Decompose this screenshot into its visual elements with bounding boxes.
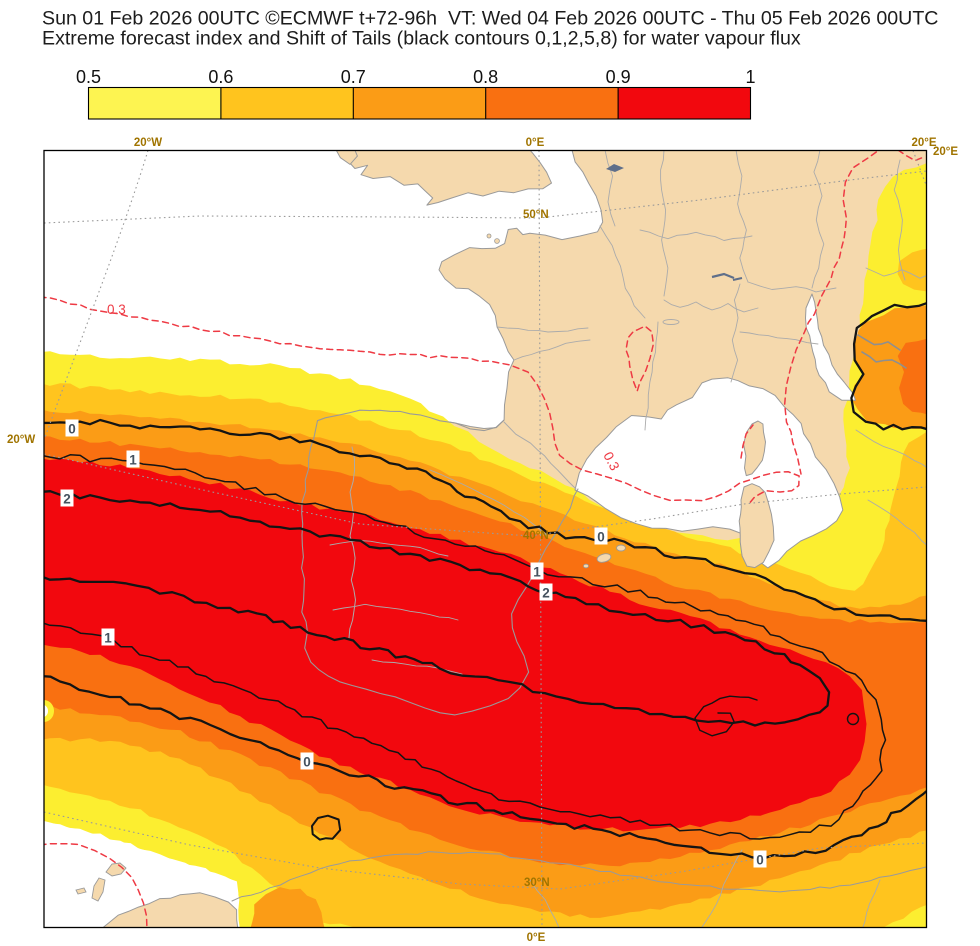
svg-text:0: 0 <box>303 755 311 770</box>
svg-text:Extreme forecast index and Shi: Extreme forecast index and Shift of Tail… <box>42 28 801 50</box>
svg-text:0.6: 0.6 <box>208 67 233 87</box>
svg-text:20°W: 20°W <box>134 137 162 149</box>
svg-text:1: 1 <box>104 631 112 646</box>
svg-text:0°E: 0°E <box>527 932 546 944</box>
svg-text:0.3: 0.3 <box>107 302 126 317</box>
svg-text:20°E: 20°E <box>911 137 936 149</box>
svg-text:50°N: 50°N <box>523 209 549 221</box>
svg-text:2: 2 <box>63 492 71 507</box>
svg-text:0°E: 0°E <box>526 137 545 149</box>
svg-text:0.8: 0.8 <box>473 67 498 87</box>
svg-text:1: 1 <box>745 67 755 87</box>
svg-text:40°N: 40°N <box>523 530 549 542</box>
svg-text:0: 0 <box>68 422 76 437</box>
svg-text:1: 1 <box>129 453 137 468</box>
svg-text:30°N: 30°N <box>524 877 550 889</box>
svg-text:2: 2 <box>542 586 550 601</box>
svg-text:20°E: 20°E <box>933 146 958 158</box>
svg-text:0: 0 <box>756 853 764 868</box>
svg-text:0.7: 0.7 <box>341 67 366 87</box>
svg-text:0: 0 <box>597 530 605 545</box>
svg-text:Sun 01 Feb 2026 00UTC ©ECMWF t: Sun 01 Feb 2026 00UTC ©ECMWF t+72-96h VT… <box>42 8 938 30</box>
svg-text:0.5: 0.5 <box>76 67 101 87</box>
svg-text:0.9: 0.9 <box>606 67 631 87</box>
svg-text:1: 1 <box>533 565 541 580</box>
svg-text:20°W: 20°W <box>7 434 35 446</box>
